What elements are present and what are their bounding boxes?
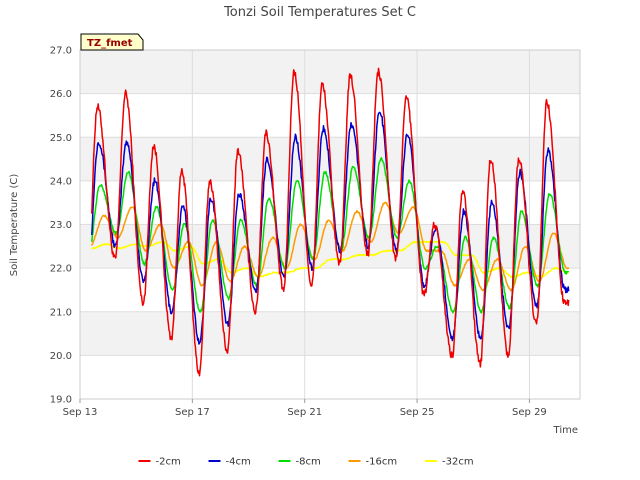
x-tick-label: Sep 21 <box>287 407 322 418</box>
y-tick-label: 23.0 <box>50 220 72 231</box>
series-line-8cmcm <box>91 157 570 314</box>
y-tick-label: 26.0 <box>50 89 72 100</box>
plot-frame <box>79 49 581 400</box>
y-tick-label: 21.0 <box>50 307 72 318</box>
legend-label: -16cm <box>366 457 398 468</box>
legend-item: -4cm <box>208 457 251 468</box>
legend-item: -8cm <box>278 457 321 468</box>
legend-item: -2cm <box>138 457 181 468</box>
series-line-16cmcm <box>91 201 570 292</box>
legend: -2cm -4cm -8cm -16cm -32cm <box>138 457 474 468</box>
legend-item: -32cm <box>425 457 474 468</box>
background-band <box>80 311 580 356</box>
x-tick-label: Sep 25 <box>400 407 435 418</box>
y-tick-label: 27.0 <box>50 46 72 57</box>
series-line-32cmcm <box>91 240 569 279</box>
annotation-badge: TZ_fmet <box>80 33 144 51</box>
legend-label: -4cm <box>226 457 251 468</box>
y-axis-ticks: 19.0 20.0 21.0 22.0 23.0 24.0 25.0 26.0 27.0 <box>50 46 72 406</box>
series-lines <box>91 67 570 377</box>
legend-label: -8cm <box>296 457 321 468</box>
legend-item: -16cm <box>348 457 398 468</box>
y-tick-label: 24.0 <box>50 176 72 187</box>
y-tick-label: 22.0 <box>50 264 72 275</box>
x-axis-label: Time <box>553 425 578 436</box>
x-tick-label: Sep 17 <box>175 407 210 418</box>
series-line-4cmcm <box>91 111 570 345</box>
series-line-2cmcm <box>91 67 570 377</box>
annotation-text: TZ_fmet <box>87 38 133 49</box>
legend-label: -2cm <box>156 457 181 468</box>
legend-label: -32cm <box>442 457 474 468</box>
x-axis-ticks: Sep 13 Sep 17 Sep 21 Sep 25 Sep 29 <box>63 399 547 418</box>
background-band <box>80 50 580 94</box>
chart-title: Tonzi Soil Temperatures Set C <box>223 5 416 20</box>
y-axis-label: Soil Temperature (C) <box>9 174 20 277</box>
x-tick-label: Sep 29 <box>512 407 547 418</box>
y-tick-label: 25.0 <box>50 133 72 144</box>
y-tick-label: 19.0 <box>50 395 72 406</box>
x-tick-label: Sep 13 <box>63 407 98 418</box>
y-tick-label: 20.0 <box>50 351 72 362</box>
